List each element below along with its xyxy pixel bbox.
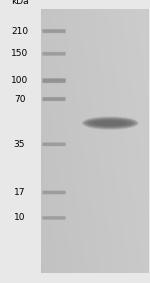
Ellipse shape — [85, 118, 135, 128]
FancyBboxPatch shape — [42, 191, 66, 194]
Text: 17: 17 — [14, 188, 25, 197]
FancyBboxPatch shape — [42, 143, 66, 146]
FancyBboxPatch shape — [42, 97, 66, 101]
Ellipse shape — [83, 117, 137, 129]
Ellipse shape — [82, 116, 139, 130]
Text: 10: 10 — [14, 213, 25, 222]
FancyBboxPatch shape — [42, 190, 66, 194]
Text: 150: 150 — [11, 49, 28, 58]
Ellipse shape — [88, 119, 132, 127]
FancyBboxPatch shape — [42, 216, 66, 220]
FancyBboxPatch shape — [42, 29, 66, 33]
FancyBboxPatch shape — [42, 79, 66, 82]
FancyBboxPatch shape — [42, 30, 66, 33]
Text: 35: 35 — [14, 140, 25, 149]
FancyBboxPatch shape — [42, 216, 66, 219]
FancyBboxPatch shape — [42, 98, 66, 100]
Text: 100: 100 — [11, 76, 28, 85]
FancyBboxPatch shape — [42, 52, 66, 56]
Text: kDa: kDa — [11, 0, 28, 6]
Ellipse shape — [93, 120, 127, 126]
FancyBboxPatch shape — [42, 191, 66, 194]
FancyBboxPatch shape — [42, 78, 66, 83]
Text: 210: 210 — [11, 27, 28, 36]
FancyBboxPatch shape — [42, 52, 66, 55]
FancyBboxPatch shape — [42, 78, 66, 83]
FancyBboxPatch shape — [42, 52, 66, 55]
FancyBboxPatch shape — [42, 143, 66, 146]
FancyBboxPatch shape — [42, 97, 66, 101]
FancyBboxPatch shape — [42, 142, 66, 146]
FancyBboxPatch shape — [42, 216, 66, 220]
FancyBboxPatch shape — [42, 29, 66, 33]
Text: 70: 70 — [14, 95, 25, 104]
